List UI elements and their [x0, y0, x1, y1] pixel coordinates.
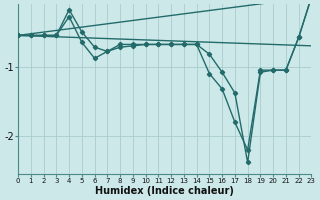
X-axis label: Humidex (Indice chaleur): Humidex (Indice chaleur) — [95, 186, 234, 196]
